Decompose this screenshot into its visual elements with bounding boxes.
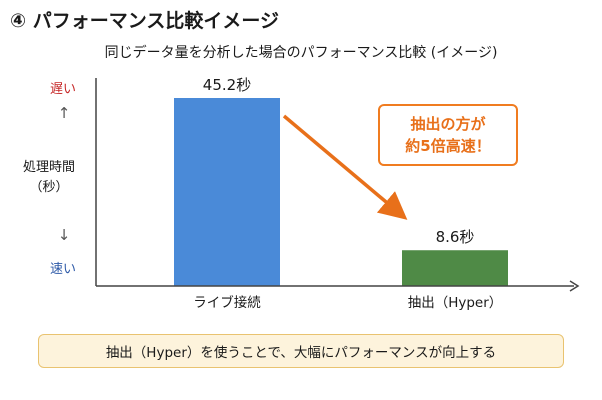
callout-line-2: 約5倍高速！: [405, 137, 491, 155]
summary-note: 抽出（Hyper）を使うことで、大幅にパフォーマンスが向上する: [38, 334, 564, 368]
arrow-down-icon: ↓: [57, 226, 71, 244]
category-label-0: ライブ接続: [193, 294, 261, 311]
y-axis-title: 処理時間 （秒）: [22, 160, 75, 195]
category-label-1: 抽出（Hyper）: [408, 295, 503, 311]
speedup-callout: 抽出の方が 約5倍高速！: [378, 104, 518, 166]
bar-1: [402, 250, 508, 286]
chart-title: 同じデータ量を分析した場合のパフォーマンス比較 (イメージ): [104, 45, 498, 61]
value-label-0: 45.2秒: [203, 76, 251, 94]
value-label-1: 8.6秒: [436, 228, 475, 246]
arrow-up-icon: ↑: [57, 104, 71, 122]
y-axis-fast-label: 速い: [49, 262, 76, 277]
x-axis-arrowhead: [569, 280, 580, 292]
callout-line-1: 抽出の方が: [410, 115, 486, 133]
y-axis-slow-label: 遅い: [49, 82, 76, 97]
speedup-arrow: [282, 114, 408, 220]
bar-0: [174, 98, 280, 286]
page-title: ④ パフォーマンス比較イメージ: [10, 10, 279, 32]
